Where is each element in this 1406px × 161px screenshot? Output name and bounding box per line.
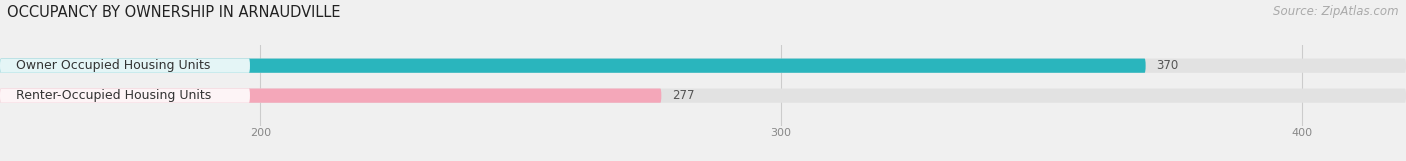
Text: Owner Occupied Housing Units: Owner Occupied Housing Units	[15, 59, 209, 72]
FancyBboxPatch shape	[0, 89, 661, 103]
Text: OCCUPANCY BY OWNERSHIP IN ARNAUDVILLE: OCCUPANCY BY OWNERSHIP IN ARNAUDVILLE	[7, 5, 340, 20]
Text: 277: 277	[672, 89, 695, 102]
FancyBboxPatch shape	[0, 59, 250, 73]
Text: Source: ZipAtlas.com: Source: ZipAtlas.com	[1274, 5, 1399, 18]
FancyBboxPatch shape	[0, 89, 1406, 103]
FancyBboxPatch shape	[0, 59, 1406, 73]
FancyBboxPatch shape	[0, 59, 1146, 73]
FancyBboxPatch shape	[0, 89, 250, 103]
Text: Renter-Occupied Housing Units: Renter-Occupied Housing Units	[15, 89, 211, 102]
Text: 370: 370	[1156, 59, 1178, 72]
